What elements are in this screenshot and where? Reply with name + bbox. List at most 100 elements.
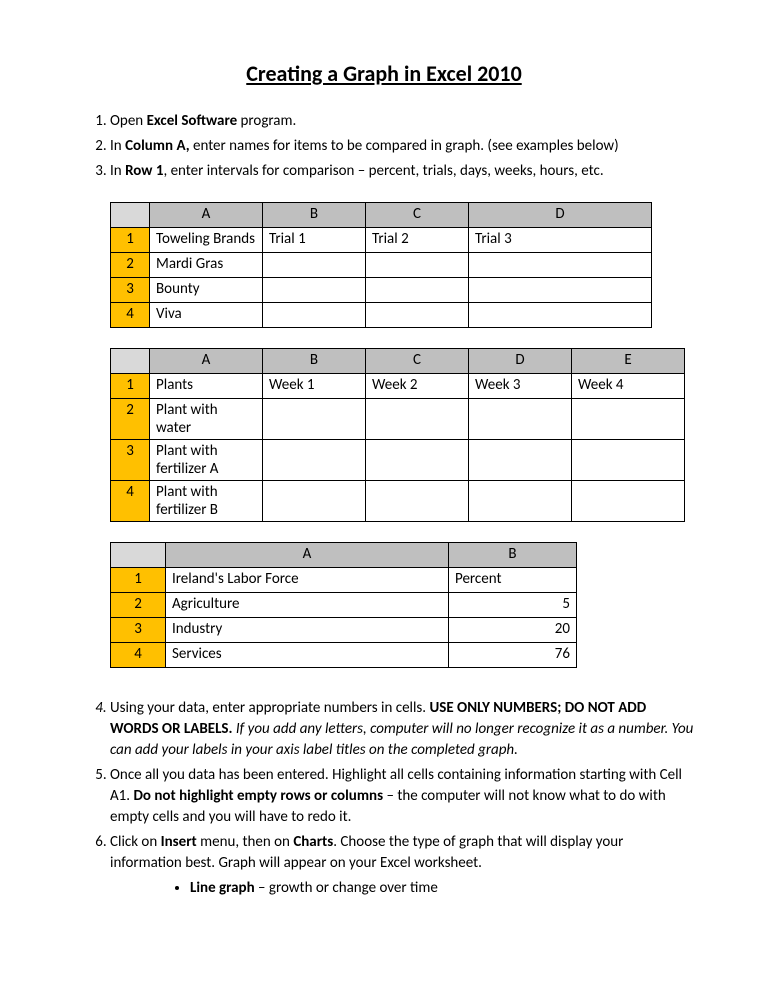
cell: Ireland's Labor Force <box>166 568 449 593</box>
table-row: 3 Bounty <box>111 278 652 303</box>
step-6: Click on Insert menu, then on Charts. Ch… <box>110 832 698 899</box>
cell: Plant with fertilizer B <box>150 481 263 522</box>
cell: Plants <box>150 374 263 399</box>
cell <box>572 481 685 522</box>
step1-bold: Excel Software <box>147 112 238 130</box>
table-row: 4 Viva <box>111 303 652 328</box>
step-5: Once all you data has been entered. High… <box>110 765 698 828</box>
cell <box>366 303 469 328</box>
col-header: B <box>449 543 577 568</box>
step6-p1: Click on <box>110 833 161 851</box>
col-header: B <box>263 203 366 228</box>
col-header: A <box>150 203 263 228</box>
bullet1-rest: – growth or change over time <box>255 879 438 897</box>
table-row: 4 Services 76 <box>111 643 577 668</box>
cell: Plant with water <box>150 399 263 440</box>
cell: Bounty <box>150 278 263 303</box>
list-item: Line graph – growth or change over time <box>190 878 698 899</box>
row-header: 3 <box>111 440 150 481</box>
step-4: Using your data, enter appropriate numbe… <box>110 698 698 761</box>
steps-list: Open Excel Software program. In Column A… <box>70 111 698 182</box>
row-header: 2 <box>111 399 150 440</box>
row-header: 1 <box>111 228 150 253</box>
cell: Agriculture <box>166 593 449 618</box>
cell: Week 2 <box>366 374 469 399</box>
graph-types-list: Line graph – growth or change over time <box>110 878 698 899</box>
step2-prefix: In <box>110 137 125 155</box>
cell: Toweling Brands <box>150 228 263 253</box>
step4-p1: Using your data, enter appropriate numbe… <box>110 699 429 717</box>
cell <box>469 278 652 303</box>
col-header: D <box>469 203 652 228</box>
col-header: D <box>469 349 572 374</box>
cell <box>366 399 469 440</box>
row-header: 3 <box>111 618 166 643</box>
table-row: 1 Toweling Brands Trial 1 Trial 2 Trial … <box>111 228 652 253</box>
cell: Week 1 <box>263 374 366 399</box>
table-row: A B <box>111 543 577 568</box>
example-table-1: A B C D 1 Toweling Brands Trial 1 Trial … <box>110 202 652 328</box>
step-3: In Row 1, enter intervals for comparison… <box>110 161 698 182</box>
cell: Percent <box>449 568 577 593</box>
cell <box>469 440 572 481</box>
cell <box>263 399 366 440</box>
step5-b1: Do not highlight empty rows or columns <box>133 787 383 805</box>
step-2: In Column A, enter names for items to be… <box>110 136 698 157</box>
cell <box>572 399 685 440</box>
cell <box>469 253 652 278</box>
cell <box>263 253 366 278</box>
cell: Viva <box>150 303 263 328</box>
page-title: Creating a Graph in Excel 2010 <box>70 60 698 87</box>
step6-p2: menu, then on <box>197 833 294 851</box>
step6-b1: Insert <box>161 833 197 851</box>
cell <box>366 481 469 522</box>
cell <box>469 399 572 440</box>
corner-cell <box>111 203 150 228</box>
step6-b2: Charts <box>293 833 333 851</box>
row-header: 4 <box>111 481 150 522</box>
row-header: 4 <box>111 643 166 668</box>
table-row: 2 Mardi Gras <box>111 253 652 278</box>
step2-suffix: enter names for items to be compared in … <box>190 137 619 155</box>
table-row: A B C D <box>111 203 652 228</box>
col-header: A <box>166 543 449 568</box>
cell <box>469 303 652 328</box>
col-header: C <box>366 349 469 374</box>
table-row: 1 Plants Week 1 Week 2 Week 3 Week 4 <box>111 374 685 399</box>
row-header: 1 <box>111 374 150 399</box>
cell <box>263 481 366 522</box>
row-header: 4 <box>111 303 150 328</box>
cell: Mardi Gras <box>150 253 263 278</box>
cell: Industry <box>166 618 449 643</box>
table-row: 3 Industry 20 <box>111 618 577 643</box>
cell: Week 3 <box>469 374 572 399</box>
corner-cell <box>111 349 150 374</box>
table-row: 2 Agriculture 5 <box>111 593 577 618</box>
step2-bold: Column A, <box>125 137 190 155</box>
cell: Trial 2 <box>366 228 469 253</box>
row-header: 1 <box>111 568 166 593</box>
cell: 20 <box>449 618 577 643</box>
cell <box>572 440 685 481</box>
cell: 5 <box>449 593 577 618</box>
col-header: B <box>263 349 366 374</box>
cell: Plant with fertilizer A <box>150 440 263 481</box>
cell <box>469 481 572 522</box>
cell: Week 4 <box>572 374 685 399</box>
cell <box>263 303 366 328</box>
step-1: Open Excel Software program. <box>110 111 698 132</box>
table-row: 1 Ireland's Labor Force Percent <box>111 568 577 593</box>
bullet1-bold: Line graph <box>190 879 255 897</box>
step1-prefix: Open <box>110 112 147 130</box>
step3-prefix: In <box>110 162 125 180</box>
row-header: 2 <box>111 253 150 278</box>
table-row: 2 Plant with water <box>111 399 685 440</box>
cell <box>366 278 469 303</box>
table-row: A B C D E <box>111 349 685 374</box>
cell: Trial 3 <box>469 228 652 253</box>
cell <box>366 253 469 278</box>
cell <box>263 440 366 481</box>
row-header: 3 <box>111 278 150 303</box>
step3-bold: Row 1 <box>125 162 163 180</box>
step3-suffix: , enter intervals for comparison – perce… <box>163 162 603 180</box>
